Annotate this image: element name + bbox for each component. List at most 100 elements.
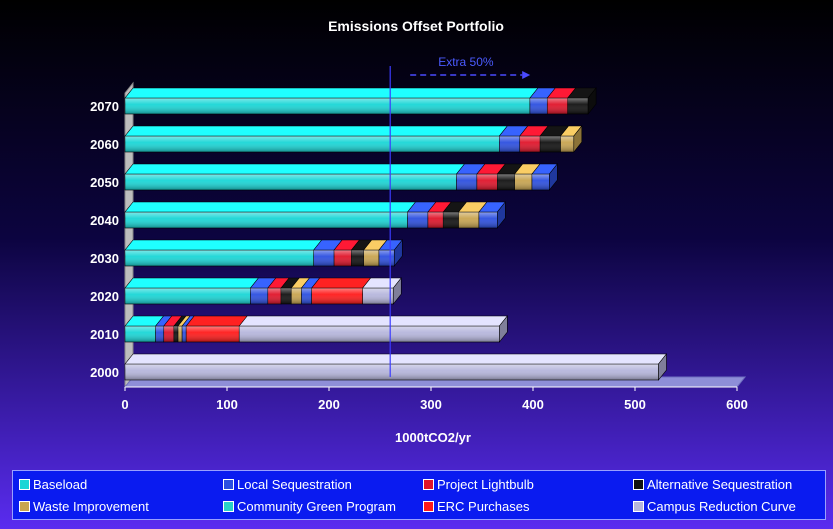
bar-segment-shine [250,288,268,304]
bar-segment-shine [313,250,335,266]
bar-segment-shine [125,364,659,380]
bar-segment-shine [239,326,500,342]
bar-segment-shine [334,250,352,266]
bar-segment-shine [567,98,589,114]
bar-segment-shine [125,98,530,114]
x-tick-label: 400 [522,397,544,412]
bar-segment-top [124,125,508,137]
legend-item: Local Sequestration [223,475,352,493]
bar-segment-shine [560,136,574,152]
legend-swatch [223,500,234,512]
legend-swatch [633,500,644,512]
x-tick-label: 200 [318,397,340,412]
bar-segment-shine [186,326,240,342]
bar-segment-top [238,315,508,327]
legend-label: Campus Reduction Curve [647,498,796,514]
legend-label: Project Lightbulb [437,476,534,492]
bar-segment-shine [443,212,459,228]
bar-segment-shine [125,326,156,342]
bar-segment-top [124,87,539,99]
bar-segment-shine [427,212,444,228]
legend-label: Waste Improvement [33,498,149,514]
bar-segment-top [185,315,248,327]
legend-swatch [19,500,30,512]
bar-segment-shine [178,326,183,342]
y-tick-label: 2010 [90,327,119,342]
bar-segment-top [311,277,372,289]
bar-segment-shine [519,136,541,152]
legend-label: Local Sequestration [237,476,352,492]
y-tick-label: 2050 [90,175,119,190]
annotation-arrowhead [522,71,531,79]
bar-segment-side [392,277,402,305]
chart-title: Emissions Offset Portfolio [328,18,504,34]
y-tick-label: 2070 [90,99,119,114]
bar-segment-shine [173,326,179,342]
y-tick-label: 2030 [90,251,119,266]
legend: Baseload Local Sequestration Project Light… [12,470,826,520]
bar-segment-shine [155,326,164,342]
bar-segment-top [124,201,417,213]
bar-segment-shine [514,174,532,190]
bar-segment-side [658,353,667,381]
bar-segment-shine [311,288,363,304]
bar-segment-shine [456,174,477,190]
bar-segment-shine [125,136,500,152]
y-tick-label: 2000 [90,365,119,380]
bar-segment-shine [531,174,550,190]
bar-segment-shine [281,288,292,304]
legend-swatch [423,478,434,490]
bar-segment-shine [291,288,302,304]
bar-segment-shine [125,174,457,190]
legend-item: Baseload [19,475,87,493]
legend-swatch [223,478,234,490]
y-tick-label: 2040 [90,213,119,228]
legend-label: Baseload [33,476,88,492]
legend-swatch [633,478,644,490]
legend-label: ERC Purchases [437,498,530,514]
bar-segment-top [124,277,260,289]
legend-item: Waste Improvement [19,497,149,515]
legend-item: Community Green Program [223,497,396,515]
bar-segment-shine [529,98,548,114]
bar-segment-side [549,163,558,191]
bar-segment-top [124,239,323,251]
bar-segment-shine [301,288,312,304]
legend-swatch [19,478,30,490]
legend-item: Alternative Sequestration [633,475,792,493]
bar-segment-side [587,87,597,115]
x-tick-label: 0 [121,397,128,412]
bar-segment-top [124,163,466,175]
bar-segment-shine [267,288,282,304]
bar-segment-shine [547,98,568,114]
bar-segment-shine [499,136,520,152]
bar-segment-shine [163,326,174,342]
bar-segment-side [573,125,583,153]
annotation-label: Extra 50% [438,55,494,69]
legend-item: ERC Purchases [423,497,529,515]
y-tick-label: 2020 [90,289,119,304]
bar-segment-shine [497,174,515,190]
legend-label: Alternative Sequestration [647,476,793,492]
bar-segment-side [499,315,508,343]
bar-segment-side [393,239,403,267]
bar-segment-shine [363,250,379,266]
bar-segment-shine [362,288,394,304]
bar-segment-shine [407,212,428,228]
legend-label: Community Green Program [237,498,396,514]
legend-swatch [423,500,434,512]
bar-segment-top [124,353,668,365]
bar-segment-shine [125,250,314,266]
x-tick-label: 600 [726,397,748,412]
y-tick-label: 2060 [90,137,119,152]
bar-segment-shine [351,250,364,266]
bar-segment-shine [540,136,561,152]
bar-segment-side [496,201,506,229]
bar-segment-shine [182,326,187,342]
bar-segment-shine [378,250,395,266]
bar-segment-shine [125,288,251,304]
x-tick-label: 300 [420,397,442,412]
bar-segment-shine [125,212,408,228]
